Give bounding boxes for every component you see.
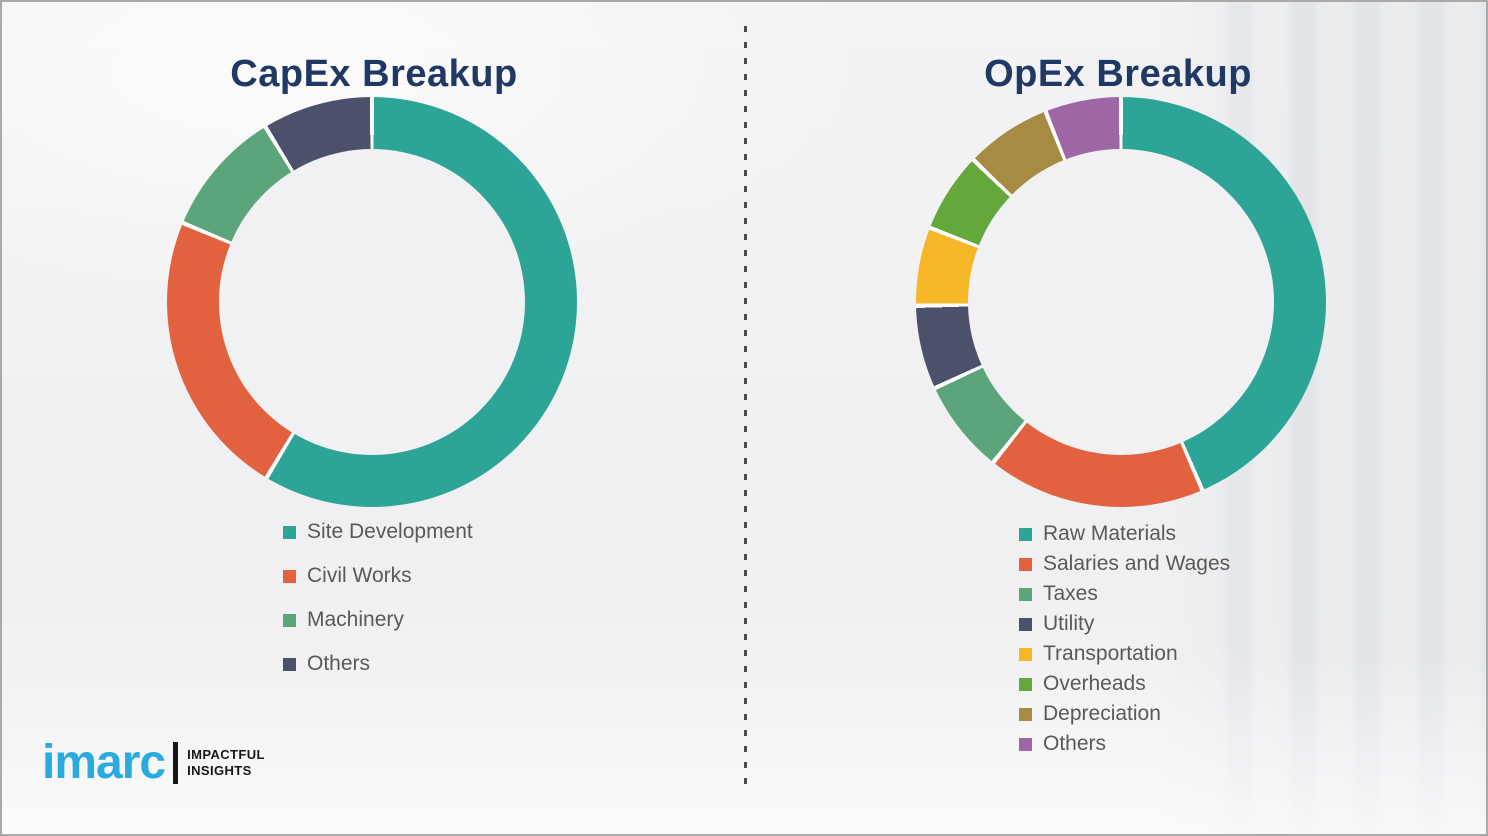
legend-swatch xyxy=(283,657,296,671)
legend-label: Taxes xyxy=(1043,582,1098,605)
logo-tagline-line1: IMPACTFUL xyxy=(187,747,265,763)
dashed-divider-line xyxy=(744,26,747,791)
legend-label: Civil Works xyxy=(307,564,412,587)
legend-swatch xyxy=(1019,617,1032,631)
capex-donut-hole xyxy=(219,149,525,455)
capex-legend: Site Development Civil Works Machinery O… xyxy=(283,510,473,686)
legend-swatch xyxy=(1019,557,1032,571)
legend-label: Raw Materials xyxy=(1043,522,1177,545)
legend-swatch xyxy=(1019,677,1032,691)
legend-swatch xyxy=(1019,737,1032,751)
legend-swatch xyxy=(283,525,296,539)
opex-donut-chart xyxy=(916,97,1326,507)
opex-legend: Raw Materials Salaries and Wages Taxes U… xyxy=(1019,519,1230,759)
legend-label: Others xyxy=(1043,732,1107,755)
logo-divider-bar xyxy=(173,742,179,784)
legend-label: Machinery xyxy=(307,608,404,631)
legend-item: Taxes xyxy=(1019,579,1230,609)
legend-label: Depreciation xyxy=(1043,702,1161,725)
legend-item: Site Development xyxy=(283,510,473,554)
legend-item: Civil Works xyxy=(283,554,473,598)
legend-item: Overheads xyxy=(1019,669,1230,699)
legend-item: Utility xyxy=(1019,609,1230,639)
opex-donut-hole xyxy=(968,149,1274,455)
legend-label: Overheads xyxy=(1043,672,1146,695)
logo-tagline: IMPACTFUL INSIGHTS xyxy=(187,747,265,778)
logo-tagline-line2: INSIGHTS xyxy=(187,763,252,778)
legend-item: Transportation xyxy=(1019,639,1230,669)
legend-swatch xyxy=(1019,527,1032,541)
imarc-wordmark: imarc xyxy=(42,736,166,789)
legend-swatch xyxy=(283,569,296,583)
opex-title: OpEx Breakup xyxy=(984,53,1252,96)
legend-label: Utility xyxy=(1043,612,1095,635)
legend-label: Transportation xyxy=(1043,642,1178,665)
legend-item: Machinery xyxy=(283,598,473,642)
legend-item: Salaries and Wages xyxy=(1019,549,1230,579)
capex-donut-chart xyxy=(167,97,577,507)
legend-item: Depreciation xyxy=(1019,699,1230,729)
legend-item: Raw Materials xyxy=(1019,519,1230,549)
capex-title: CapEx Breakup xyxy=(230,53,518,96)
legend-swatch xyxy=(1019,647,1032,661)
legend-label: Salaries and Wages xyxy=(1043,552,1231,575)
legend-label: Site Development xyxy=(307,520,473,543)
legend-swatch xyxy=(1019,587,1032,601)
legend-item: Others xyxy=(1019,729,1230,759)
legend-label: Others xyxy=(307,652,371,675)
legend-swatch xyxy=(1019,707,1032,721)
legend-swatch xyxy=(283,613,296,627)
imarc-logo: imarc IMPACTFUL INSIGHTS xyxy=(42,739,265,787)
legend-item: Others xyxy=(283,642,473,686)
